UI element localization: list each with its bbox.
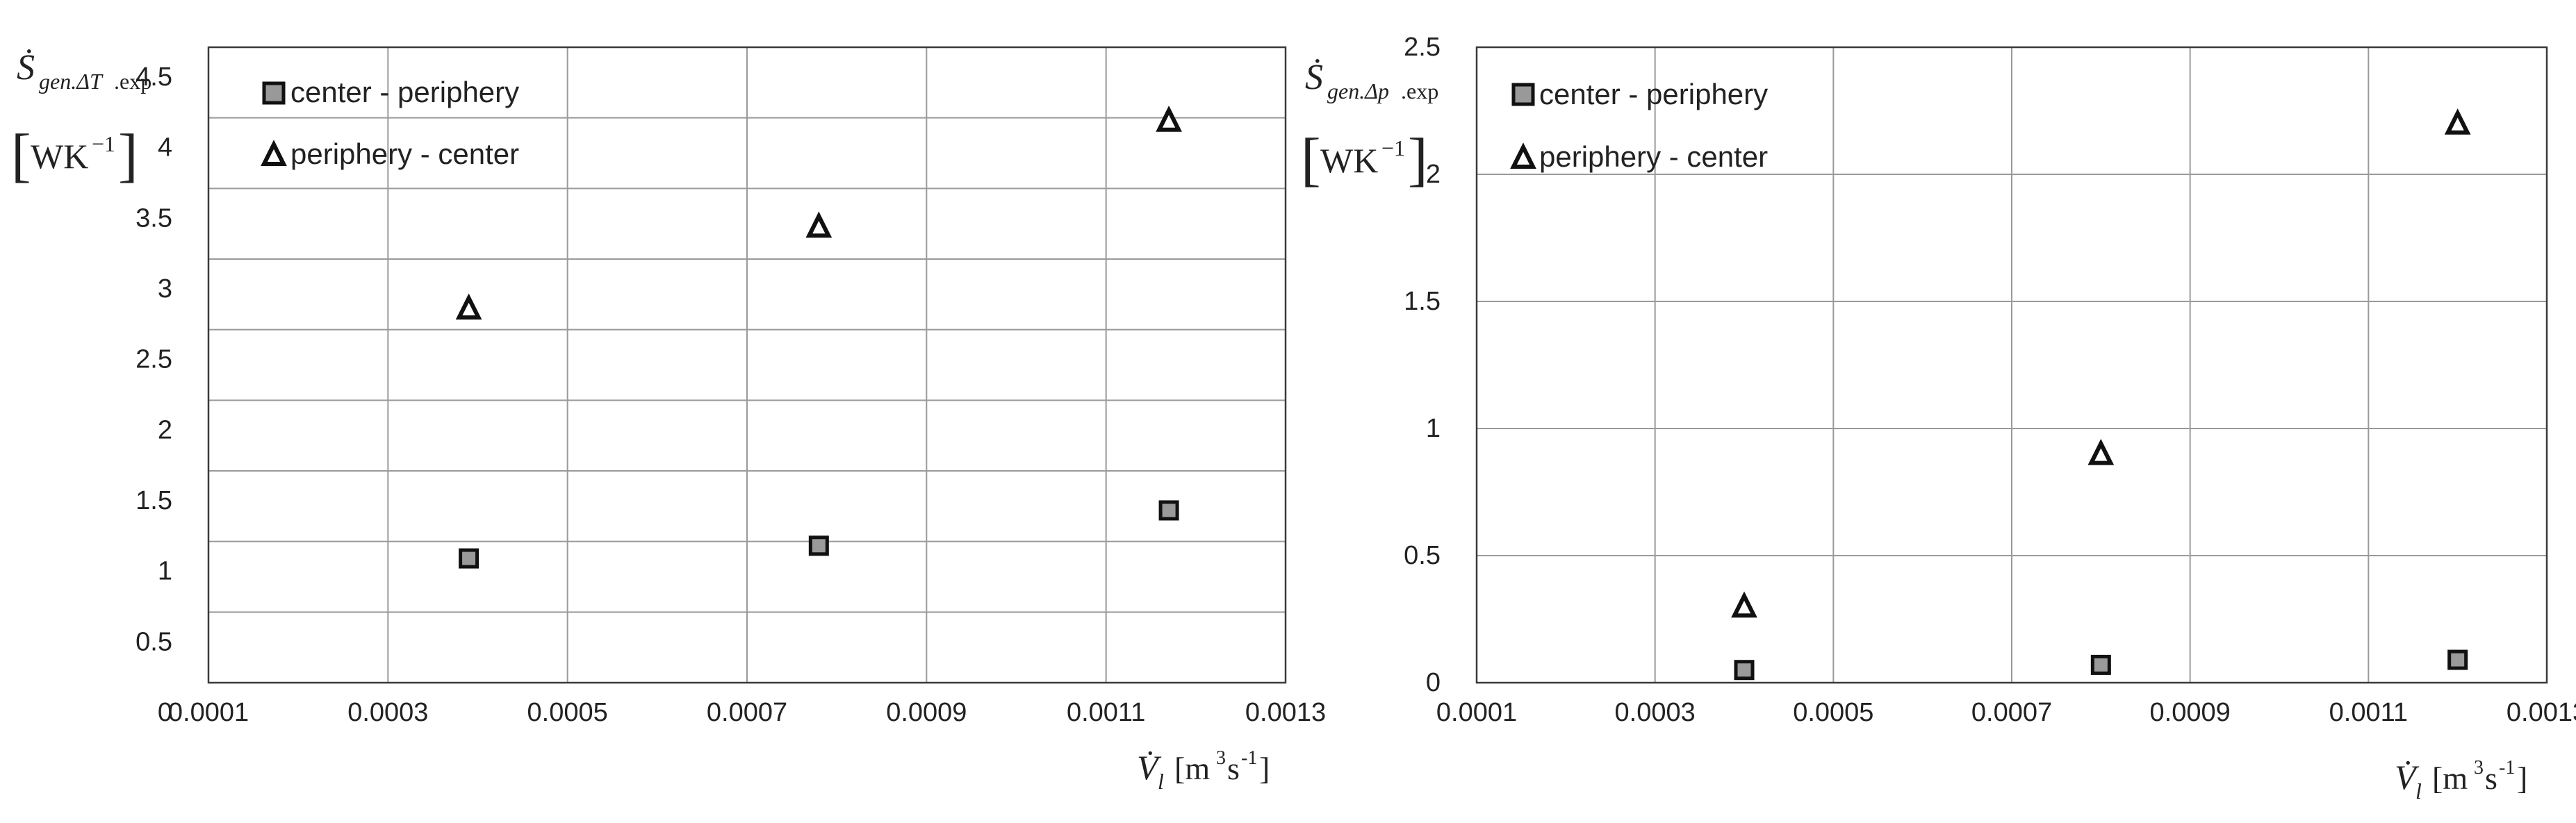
y-label-unit-close-bracket: ] bbox=[1408, 126, 1428, 192]
right-chart-x-tick-labels: 0.0001 0.0003 0.0005 0.0007 0.0009 0.0011 0.00… bbox=[1436, 698, 2576, 727]
data-point-triangle bbox=[805, 211, 832, 238]
legend-label-periphery-center: periphery - center bbox=[290, 138, 519, 170]
data-point-square bbox=[808, 535, 829, 556]
left-chart-plot-frame bbox=[207, 46, 1287, 684]
legend-label-periphery-center: periphery - center bbox=[1539, 140, 1768, 173]
y-label-unit-open-bracket: [ bbox=[1301, 126, 1321, 192]
y-tick-label: 0.5 bbox=[136, 627, 172, 656]
x-label-subscript: l bbox=[1158, 769, 1164, 794]
x-label-unit-mid: s bbox=[2485, 760, 2497, 796]
legend-label-center-periphery: center - periphery bbox=[290, 76, 519, 108]
data-point-triangle bbox=[1731, 591, 1757, 618]
y-tick-label: 2.5 bbox=[1404, 33, 1441, 62]
y-tick-label: 3 bbox=[158, 274, 172, 304]
x-label-unit-exp2: -1 bbox=[1241, 747, 1257, 769]
right-chart-plot-frame bbox=[1475, 46, 2548, 684]
y-tick-label: 3.5 bbox=[136, 203, 172, 233]
data-point-triangle bbox=[2087, 438, 2115, 465]
right-chart-data-marks bbox=[1731, 108, 2471, 681]
data-point-triangle bbox=[455, 293, 482, 320]
y-label-unit-open-bracket: [ bbox=[11, 122, 31, 188]
data-point-square bbox=[459, 548, 479, 569]
data-point-triangle bbox=[1156, 106, 1182, 132]
y-tick-label: 1.5 bbox=[136, 486, 172, 515]
legend-square-marker bbox=[1511, 83, 1535, 106]
x-tick-label: 0.0007 bbox=[1971, 698, 2052, 727]
y-tick-label: 0.5 bbox=[1404, 541, 1441, 570]
y-tick-label: 4.5 bbox=[136, 63, 172, 92]
left-chart: 00.511.522.533.544.5 0.0001 0.0003 0.0005 0… bbox=[11, 46, 1326, 794]
data-point-square bbox=[2447, 649, 2468, 670]
y-label-subscript: gen.ΔT bbox=[39, 69, 104, 94]
x-tick-label: 0.0001 bbox=[168, 698, 249, 727]
x-label-unit: [m bbox=[1174, 751, 1210, 786]
y-tick-label: 1 bbox=[1426, 414, 1441, 443]
x-label-symbol: V̇ bbox=[1137, 748, 1162, 787]
y-label-symbol: Ṡ bbox=[17, 48, 35, 88]
y-label-unit: WK bbox=[31, 137, 88, 176]
legend-triangle-marker bbox=[261, 140, 287, 166]
x-tick-label: 0.0005 bbox=[1793, 698, 1873, 727]
x-tick-label: 0.0001 bbox=[1436, 698, 1517, 727]
legend-triangle-marker bbox=[1510, 142, 1536, 169]
x-tick-label: 0.0003 bbox=[347, 698, 428, 727]
x-label-subscript: l bbox=[2415, 779, 2422, 804]
y-tick-label: 2 bbox=[1426, 160, 1441, 189]
x-label-unit-exp2: -1 bbox=[2499, 757, 2515, 779]
x-label-unit: [m bbox=[2432, 760, 2468, 796]
x-label-unit-close: ] bbox=[1259, 751, 1270, 786]
legend-label-center-periphery: center - periphery bbox=[1539, 78, 1768, 110]
right-chart-legend: center - periphery periphery - center bbox=[1510, 78, 1768, 173]
y-label-unit: WK bbox=[1320, 141, 1378, 180]
left-chart-y-axis-label: Ṡ gen.ΔT .exp [ WK −1 ] bbox=[11, 48, 151, 188]
x-tick-label: 0.0011 bbox=[1067, 698, 1145, 727]
x-label-symbol: V̇ bbox=[2395, 758, 2420, 797]
data-point-square bbox=[2090, 654, 2111, 675]
right-chart-y-axis-label: Ṡ gen.Δp .exp [ WK −1 ] bbox=[1301, 58, 1438, 192]
y-label-unit-exponent: −1 bbox=[1381, 135, 1405, 160]
y-tick-label: 1.5 bbox=[1404, 287, 1441, 316]
y-label-unit-exponent: −1 bbox=[92, 131, 115, 156]
y-tick-label: 2.5 bbox=[136, 345, 172, 374]
right-chart-y-tick-labels: 0 0.5 1 1.5 2 2.5 bbox=[1404, 33, 1441, 697]
y-label-subscript-tail: .exp bbox=[114, 69, 151, 94]
left-chart-x-tick-labels: 0.0001 0.0003 0.0005 0.0007 0.0009 0.0011 0.00… bbox=[168, 698, 1326, 727]
left-chart-legend: center - periphery periphery - center bbox=[261, 76, 519, 170]
y-tick-label: 1 bbox=[158, 557, 172, 586]
x-tick-label: 0.0013 bbox=[1245, 698, 1326, 727]
x-tick-label: 0.0005 bbox=[527, 698, 608, 727]
x-label-unit-close: ] bbox=[2517, 760, 2527, 796]
data-point-triangle bbox=[2444, 108, 2471, 135]
data-point-square bbox=[1158, 500, 1179, 521]
legend-square-marker bbox=[262, 81, 286, 105]
y-label-subscript: gen.Δp bbox=[1327, 78, 1389, 103]
y-tick-label: 4 bbox=[158, 133, 172, 163]
y-tick-label: 2 bbox=[158, 415, 172, 444]
x-tick-label: 0.0003 bbox=[1615, 698, 1696, 727]
x-tick-label: 0.0011 bbox=[2329, 698, 2408, 727]
x-label-unit-exp1: 3 bbox=[1216, 747, 1226, 769]
left-chart-x-axis-label: V̇ l [m 3 s -1 ] bbox=[1137, 747, 1270, 794]
left-chart-y-tick-labels: 0 0.5 1 1.5 2 2.5 3 3.5 4 4.5 bbox=[136, 63, 172, 727]
right-chart: 00.511.522.5 0.0001 0.0003 0.0005 0.0007 0.0… bbox=[1301, 33, 2576, 804]
x-tick-label: 0.0009 bbox=[2150, 698, 2231, 727]
x-label-unit-exp1: 3 bbox=[2474, 757, 2484, 779]
x-tick-label: 0.0013 bbox=[2507, 698, 2576, 727]
x-tick-label: 0.0007 bbox=[707, 698, 787, 727]
y-tick-label: 0 bbox=[1426, 668, 1441, 697]
x-tick-label: 0.0009 bbox=[886, 698, 967, 727]
y-label-subscript-tail: .exp bbox=[1401, 78, 1438, 103]
right-chart-x-axis-label: V̇ l [m 3 s -1 ] bbox=[2395, 757, 2527, 804]
y-label-symbol: Ṡ bbox=[1305, 58, 1323, 97]
left-chart-data-marks bbox=[455, 106, 1182, 569]
y-tick-label: 0 bbox=[158, 698, 172, 727]
x-label-unit-mid: s bbox=[1227, 751, 1240, 786]
y-label-unit-close-bracket: ] bbox=[118, 122, 138, 188]
data-point-square bbox=[1734, 660, 1755, 681]
